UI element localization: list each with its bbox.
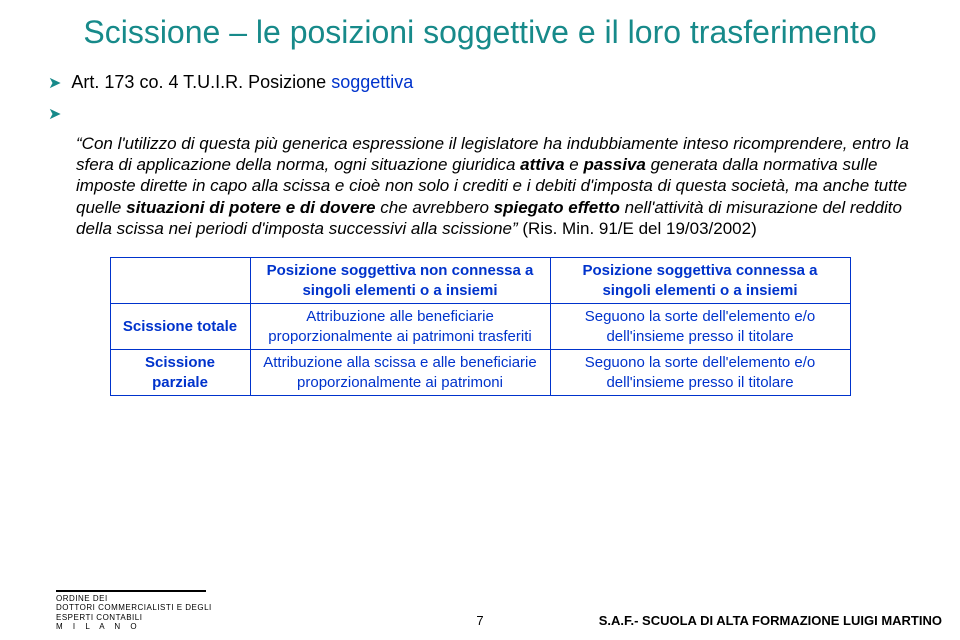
quote-b1: attiva: [520, 155, 564, 174]
quote-b3: situazioni di potere e di dovere: [126, 198, 375, 217]
quote-body: “Con l'utilizzo di questa più generica e…: [76, 133, 912, 239]
quote-p2: e: [565, 155, 584, 174]
table-cell: Attribuzione alle beneficiarie proporzio…: [250, 304, 550, 350]
table-row-label: Scissione totale: [110, 304, 250, 350]
logo-line: ORDINE DEI: [56, 594, 212, 604]
quote-ris: (Ris. Min. 91/E del 19/03/2002): [522, 219, 756, 238]
bullet-marker-icon: ➤: [48, 73, 61, 95]
page-number: 7: [476, 613, 483, 628]
footer-school: S.A.F.- SCUOLA DI ALTA FORMAZIONE LUIGI …: [599, 613, 942, 628]
bullet-marker-icon: ➤: [48, 104, 61, 126]
table-corner: [110, 258, 250, 304]
page-title: Scissione – le posizioni soggettive e il…: [48, 12, 912, 52]
bullets-block: ➤ Art. 173 co. 4 T.U.I.R. Posizione sogg…: [48, 70, 912, 239]
quote-b2: passiva: [583, 155, 645, 174]
logo-bar: [56, 590, 206, 592]
footer-logo: ORDINE DEI DOTTORI COMMERCIALISTI E DEGL…: [56, 590, 212, 632]
table-cell: Attribuzione alla scissa e alle benefici…: [250, 350, 550, 396]
bullet-art-173: ➤ Art. 173 co. 4 T.U.I.R. Posizione sogg…: [48, 70, 912, 95]
quote-b4: spiegato effetto: [494, 198, 620, 217]
bullet-prefix: Art. 173 co. 4 T.U.I.R. Posizione: [71, 72, 331, 92]
positions-table: Posizione soggettiva non connessa a sing…: [110, 257, 851, 396]
logo-line: M I L A N O: [56, 622, 212, 632]
table-row-label: Scissione parziale: [110, 350, 250, 396]
table-header: Posizione soggettiva connessa a singoli …: [550, 258, 850, 304]
table-cell: Seguono la sorte dell'elemento e/o dell'…: [550, 350, 850, 396]
bullet-text: Art. 173 co. 4 T.U.I.R. Posizione sogget…: [71, 70, 413, 94]
logo-line: DOTTORI COMMERCIALISTI E DEGLI: [56, 603, 212, 613]
logo-line: ESPERTI CONTABILI: [56, 613, 212, 623]
footer: ORDINE DEI DOTTORI COMMERCIALISTI E DEGL…: [0, 586, 960, 632]
table-header: Posizione soggettiva non connessa a sing…: [250, 258, 550, 304]
table-cell: Seguono la sorte dell'elemento e/o dell'…: [550, 304, 850, 350]
bullet-highlight: soggettiva: [331, 72, 413, 92]
quote-p4: che avrebbero: [376, 198, 494, 217]
bullet-quote: ➤: [48, 101, 912, 126]
